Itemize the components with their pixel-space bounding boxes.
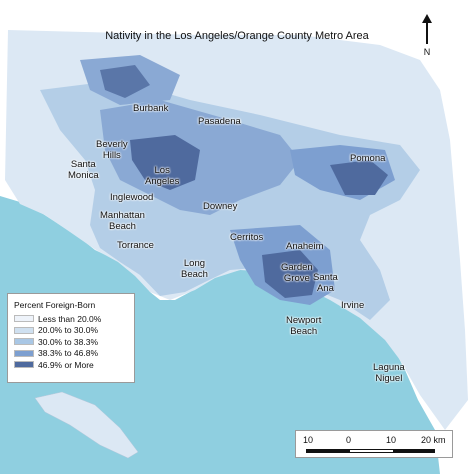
city-label-santa-ana: Santa Ana — [313, 272, 338, 294]
scale-tick-label: 10 — [386, 435, 397, 445]
legend: Percent Foreign-Born Less than 20.0% 20.… — [7, 293, 135, 383]
tracts-darkest-pomona — [330, 160, 388, 195]
scale-bar: 10 0 10 20 km — [295, 430, 453, 458]
legend-title: Percent Foreign-Born — [14, 300, 96, 310]
tracts-darkest-la — [130, 135, 200, 190]
legend-swatch — [14, 326, 34, 334]
north-arrow-icon — [422, 14, 432, 23]
city-label-irvine: Irvine — [341, 300, 365, 311]
legend-label: Less than 20.0% — [38, 313, 102, 324]
legend-item: Less than 20.0% — [14, 313, 128, 325]
city-label-pasadena: Pasadena — [198, 116, 241, 127]
city-label-cerritos: Cerritos — [230, 232, 264, 243]
north-arrow: N — [420, 14, 434, 60]
tracts-darkest-valley — [100, 65, 150, 98]
city-label-torrance: Torrance — [117, 240, 154, 251]
city-label-laguna-niguel: Laguna Niguel — [373, 362, 405, 384]
legend-item: 20.0% to 30.0% — [14, 325, 128, 337]
legend-swatch — [14, 315, 34, 323]
legend-label: 46.9% or More — [38, 359, 94, 370]
tracts-darkest-gg — [262, 250, 318, 298]
city-label-downey: Downey — [203, 201, 238, 212]
map-title: Nativity in the Los Angeles/Orange Count… — [105, 30, 369, 42]
legend-item: 30.0% to 38.3% — [14, 336, 128, 348]
city-label-beverly-hills: Beverly Hills — [96, 139, 128, 161]
city-label-los-angeles: Los Angeles — [145, 165, 180, 187]
legend-label: 20.0% to 30.0% — [38, 325, 99, 336]
scale-tick-label: 10 — [303, 435, 314, 445]
scale-segment — [307, 450, 350, 452]
legend-item: 38.3% to 46.8% — [14, 348, 128, 360]
north-arrow-stem — [426, 22, 428, 44]
city-label-newport-beach: Newport Beach — [286, 315, 322, 337]
scale-segment — [393, 450, 434, 452]
scale-tick-label: 0 — [346, 435, 352, 445]
north-label: N — [423, 47, 431, 57]
legend-swatch — [14, 361, 34, 369]
legend-label: 38.3% to 46.8% — [38, 348, 99, 359]
city-label-santa-monica: Santa Monica — [68, 159, 99, 181]
legend-swatch — [14, 349, 34, 357]
legend-label: 30.0% to 38.3% — [38, 336, 99, 347]
catalina-island — [34, 391, 139, 459]
scale-tick-label: 20 km — [421, 435, 446, 445]
city-label-manhattan-beach: Manhattan Beach — [100, 210, 145, 232]
city-label-inglewood: Inglewood — [110, 192, 154, 203]
tracts-dark-core — [100, 100, 300, 215]
city-label-long-beach: Long Beach — [181, 258, 208, 280]
scale-line — [306, 449, 435, 453]
city-label-burbank: Burbank — [133, 103, 169, 114]
city-label-pomona: Pomona — [350, 153, 386, 164]
legend-item: 46.9% or More — [14, 359, 128, 371]
city-label-garden-grove: Garden Grove — [281, 262, 313, 284]
city-label-anaheim: Anaheim — [286, 241, 324, 252]
legend-swatch — [14, 338, 34, 346]
